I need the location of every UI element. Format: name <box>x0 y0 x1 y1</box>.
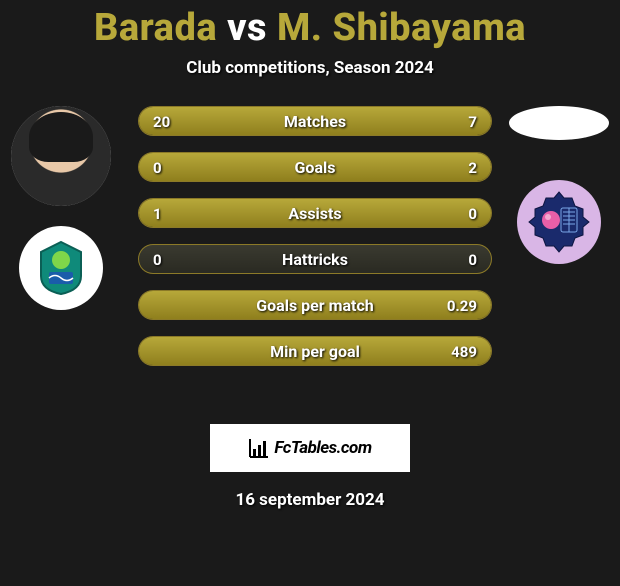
date-text: 16 september 2024 <box>0 490 620 510</box>
stat-bar-row: 207Matches <box>138 106 492 136</box>
right-club-badge <box>517 180 601 264</box>
stat-bar-row: 0.29Goals per match <box>138 290 492 320</box>
bar-label: Goals <box>139 153 491 182</box>
bar-chart-icon <box>248 437 270 459</box>
title-vs: vs <box>227 6 267 50</box>
left-player-column <box>6 106 116 310</box>
bar-label: Matches <box>139 107 491 136</box>
shonan-crest-icon <box>31 238 91 298</box>
cerezo-crest-icon <box>523 186 595 258</box>
person-photo-icon <box>11 106 111 206</box>
title-player-right: M. Shibayama <box>277 6 526 50</box>
title-player-left: Barada <box>94 6 217 50</box>
footer-brand-text: FcTables.com <box>274 438 371 458</box>
right-player-avatar <box>509 106 609 140</box>
page-title: Barada vs M. Shibayama <box>0 6 620 50</box>
footer-brand-badge: FcTables.com <box>210 424 410 472</box>
stat-bar-row: 10Assists <box>138 198 492 228</box>
stat-bar-row: 02Goals <box>138 152 492 182</box>
bar-label: Goals per match <box>139 291 491 320</box>
bar-label: Hattricks <box>139 245 491 274</box>
stat-bar-row: 00Hattricks <box>138 244 492 274</box>
bar-label: Min per goal <box>139 337 491 366</box>
stat-bars: 207Matches 02Goals 10Assists 00Hattricks 0.2… <box>138 106 492 382</box>
stat-bar-row: 489Min per goal <box>138 336 492 366</box>
right-player-column <box>504 106 614 264</box>
subtitle: Club competitions, Season 2024 <box>0 58 620 78</box>
left-club-badge <box>19 226 103 310</box>
bar-label: Assists <box>139 199 491 228</box>
left-player-avatar <box>11 106 111 206</box>
stats-area: 207Matches 02Goals 10Assists 00Hattricks 0.2… <box>0 106 620 406</box>
